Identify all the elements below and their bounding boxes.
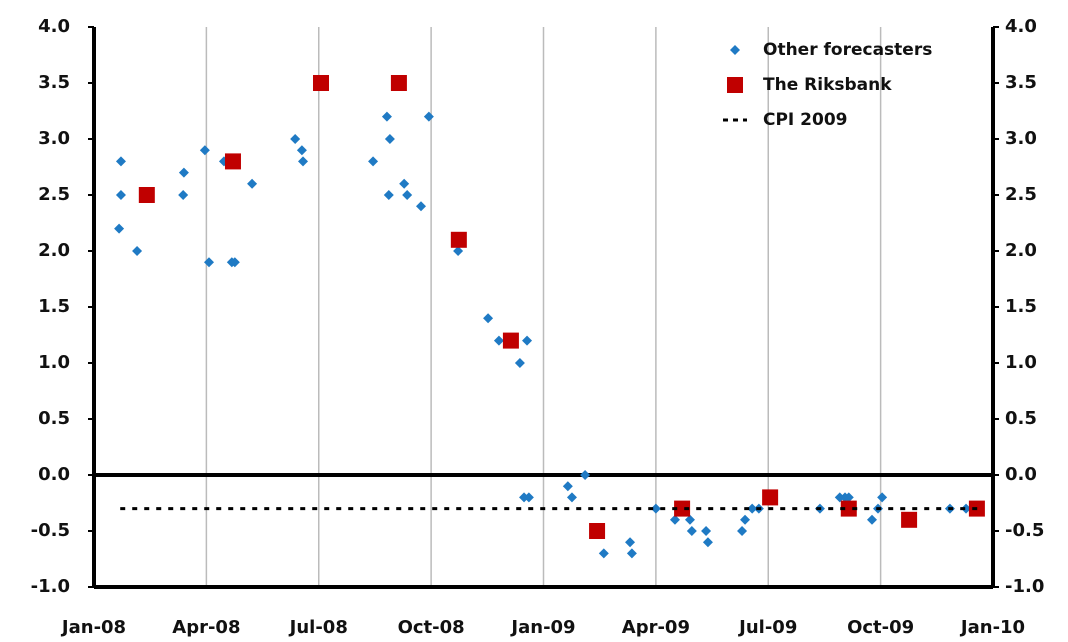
x-tick-label: Jul-09 bbox=[737, 617, 797, 638]
y-tick-label: 3.5 bbox=[38, 72, 70, 93]
point bbox=[514, 358, 525, 368]
point bbox=[598, 548, 609, 559]
point bbox=[684, 514, 695, 525]
y-tick-label: 2.5 bbox=[38, 184, 70, 205]
point bbox=[650, 503, 661, 514]
point bbox=[566, 492, 577, 503]
y2-tick-label: -1.0 bbox=[1005, 576, 1044, 597]
point bbox=[416, 201, 427, 212]
point bbox=[580, 470, 591, 480]
point bbox=[625, 537, 636, 548]
legend-label: CPI 2009 bbox=[763, 110, 848, 130]
point bbox=[762, 489, 779, 506]
y2-tick-label: 3.5 bbox=[1005, 72, 1037, 93]
point bbox=[381, 111, 392, 122]
y-tick-label: 1.0 bbox=[38, 352, 70, 373]
point bbox=[229, 257, 240, 268]
point bbox=[132, 246, 143, 256]
point bbox=[901, 511, 918, 528]
y-tick-label: 0.5 bbox=[38, 408, 70, 429]
point bbox=[840, 500, 857, 517]
point bbox=[589, 523, 606, 539]
point bbox=[961, 503, 972, 514]
y2-tick-label: 1.0 bbox=[1005, 352, 1037, 373]
y2-tick-label: 0.0 bbox=[1005, 464, 1037, 485]
point bbox=[423, 111, 434, 122]
point bbox=[877, 492, 888, 503]
point bbox=[296, 145, 307, 156]
point bbox=[686, 526, 697, 536]
y2-tick-label: 3.0 bbox=[1005, 128, 1037, 149]
point bbox=[522, 335, 533, 346]
point bbox=[138, 187, 155, 203]
point bbox=[390, 75, 407, 91]
point bbox=[493, 335, 504, 346]
x-tick-label: Apr-08 bbox=[172, 617, 240, 638]
point bbox=[399, 178, 410, 189]
point bbox=[178, 190, 189, 200]
point bbox=[383, 190, 394, 200]
x-tick-label: Oct-09 bbox=[847, 617, 914, 638]
x-tick-label: Jan-09 bbox=[509, 617, 575, 638]
point bbox=[562, 481, 573, 492]
x-tick-label: Jan-10 bbox=[959, 617, 1025, 638]
point bbox=[224, 153, 241, 170]
point bbox=[290, 134, 301, 144]
point bbox=[701, 526, 712, 536]
point bbox=[843, 492, 854, 503]
point bbox=[203, 257, 214, 268]
point bbox=[737, 526, 748, 536]
y-tick-label: 3.0 bbox=[38, 128, 70, 149]
point bbox=[402, 190, 413, 200]
point bbox=[178, 167, 189, 178]
y-tick-label: 2.0 bbox=[38, 240, 70, 261]
point bbox=[115, 190, 126, 200]
y2-tick-label: 2.5 bbox=[1005, 184, 1037, 205]
x-tick-label: Oct-08 bbox=[398, 617, 465, 638]
y-tick-label: 0.0 bbox=[38, 464, 70, 485]
y-tick-label: -1.0 bbox=[31, 576, 70, 597]
legend-marker bbox=[727, 77, 743, 93]
y2-tick-label: 0.5 bbox=[1005, 408, 1037, 429]
legend-label: Other forecasters bbox=[763, 40, 932, 60]
point bbox=[453, 246, 464, 256]
point bbox=[247, 178, 258, 189]
y2-tick-label: 4.0 bbox=[1005, 16, 1037, 37]
point bbox=[669, 514, 680, 525]
point bbox=[114, 223, 125, 234]
point bbox=[312, 75, 329, 91]
point bbox=[483, 313, 494, 324]
legend-marker bbox=[730, 45, 740, 55]
y2-tick-label: 1.5 bbox=[1005, 296, 1037, 317]
y-tick-label: 4.0 bbox=[38, 16, 70, 37]
point bbox=[502, 332, 519, 349]
y-tick-label: -0.5 bbox=[31, 520, 70, 541]
point bbox=[674, 500, 691, 517]
y-tick-label: 1.5 bbox=[38, 296, 70, 317]
point bbox=[523, 492, 534, 503]
point bbox=[199, 145, 210, 156]
y2-tick-label: 2.0 bbox=[1005, 240, 1037, 261]
y2-tick-label: -0.5 bbox=[1005, 520, 1044, 541]
point bbox=[368, 156, 379, 167]
point bbox=[298, 156, 309, 167]
point bbox=[867, 514, 878, 525]
point bbox=[834, 492, 845, 503]
x-tick-label: Jan-08 bbox=[60, 617, 126, 638]
point bbox=[747, 503, 758, 514]
point bbox=[384, 134, 395, 144]
x-tick-label: Jul-08 bbox=[288, 617, 348, 638]
point bbox=[450, 231, 467, 248]
point bbox=[740, 514, 751, 525]
point bbox=[115, 156, 126, 167]
point bbox=[626, 548, 637, 559]
legend-label: The Riksbank bbox=[763, 75, 892, 95]
point bbox=[702, 537, 713, 548]
x-tick-label: Apr-09 bbox=[622, 617, 690, 638]
